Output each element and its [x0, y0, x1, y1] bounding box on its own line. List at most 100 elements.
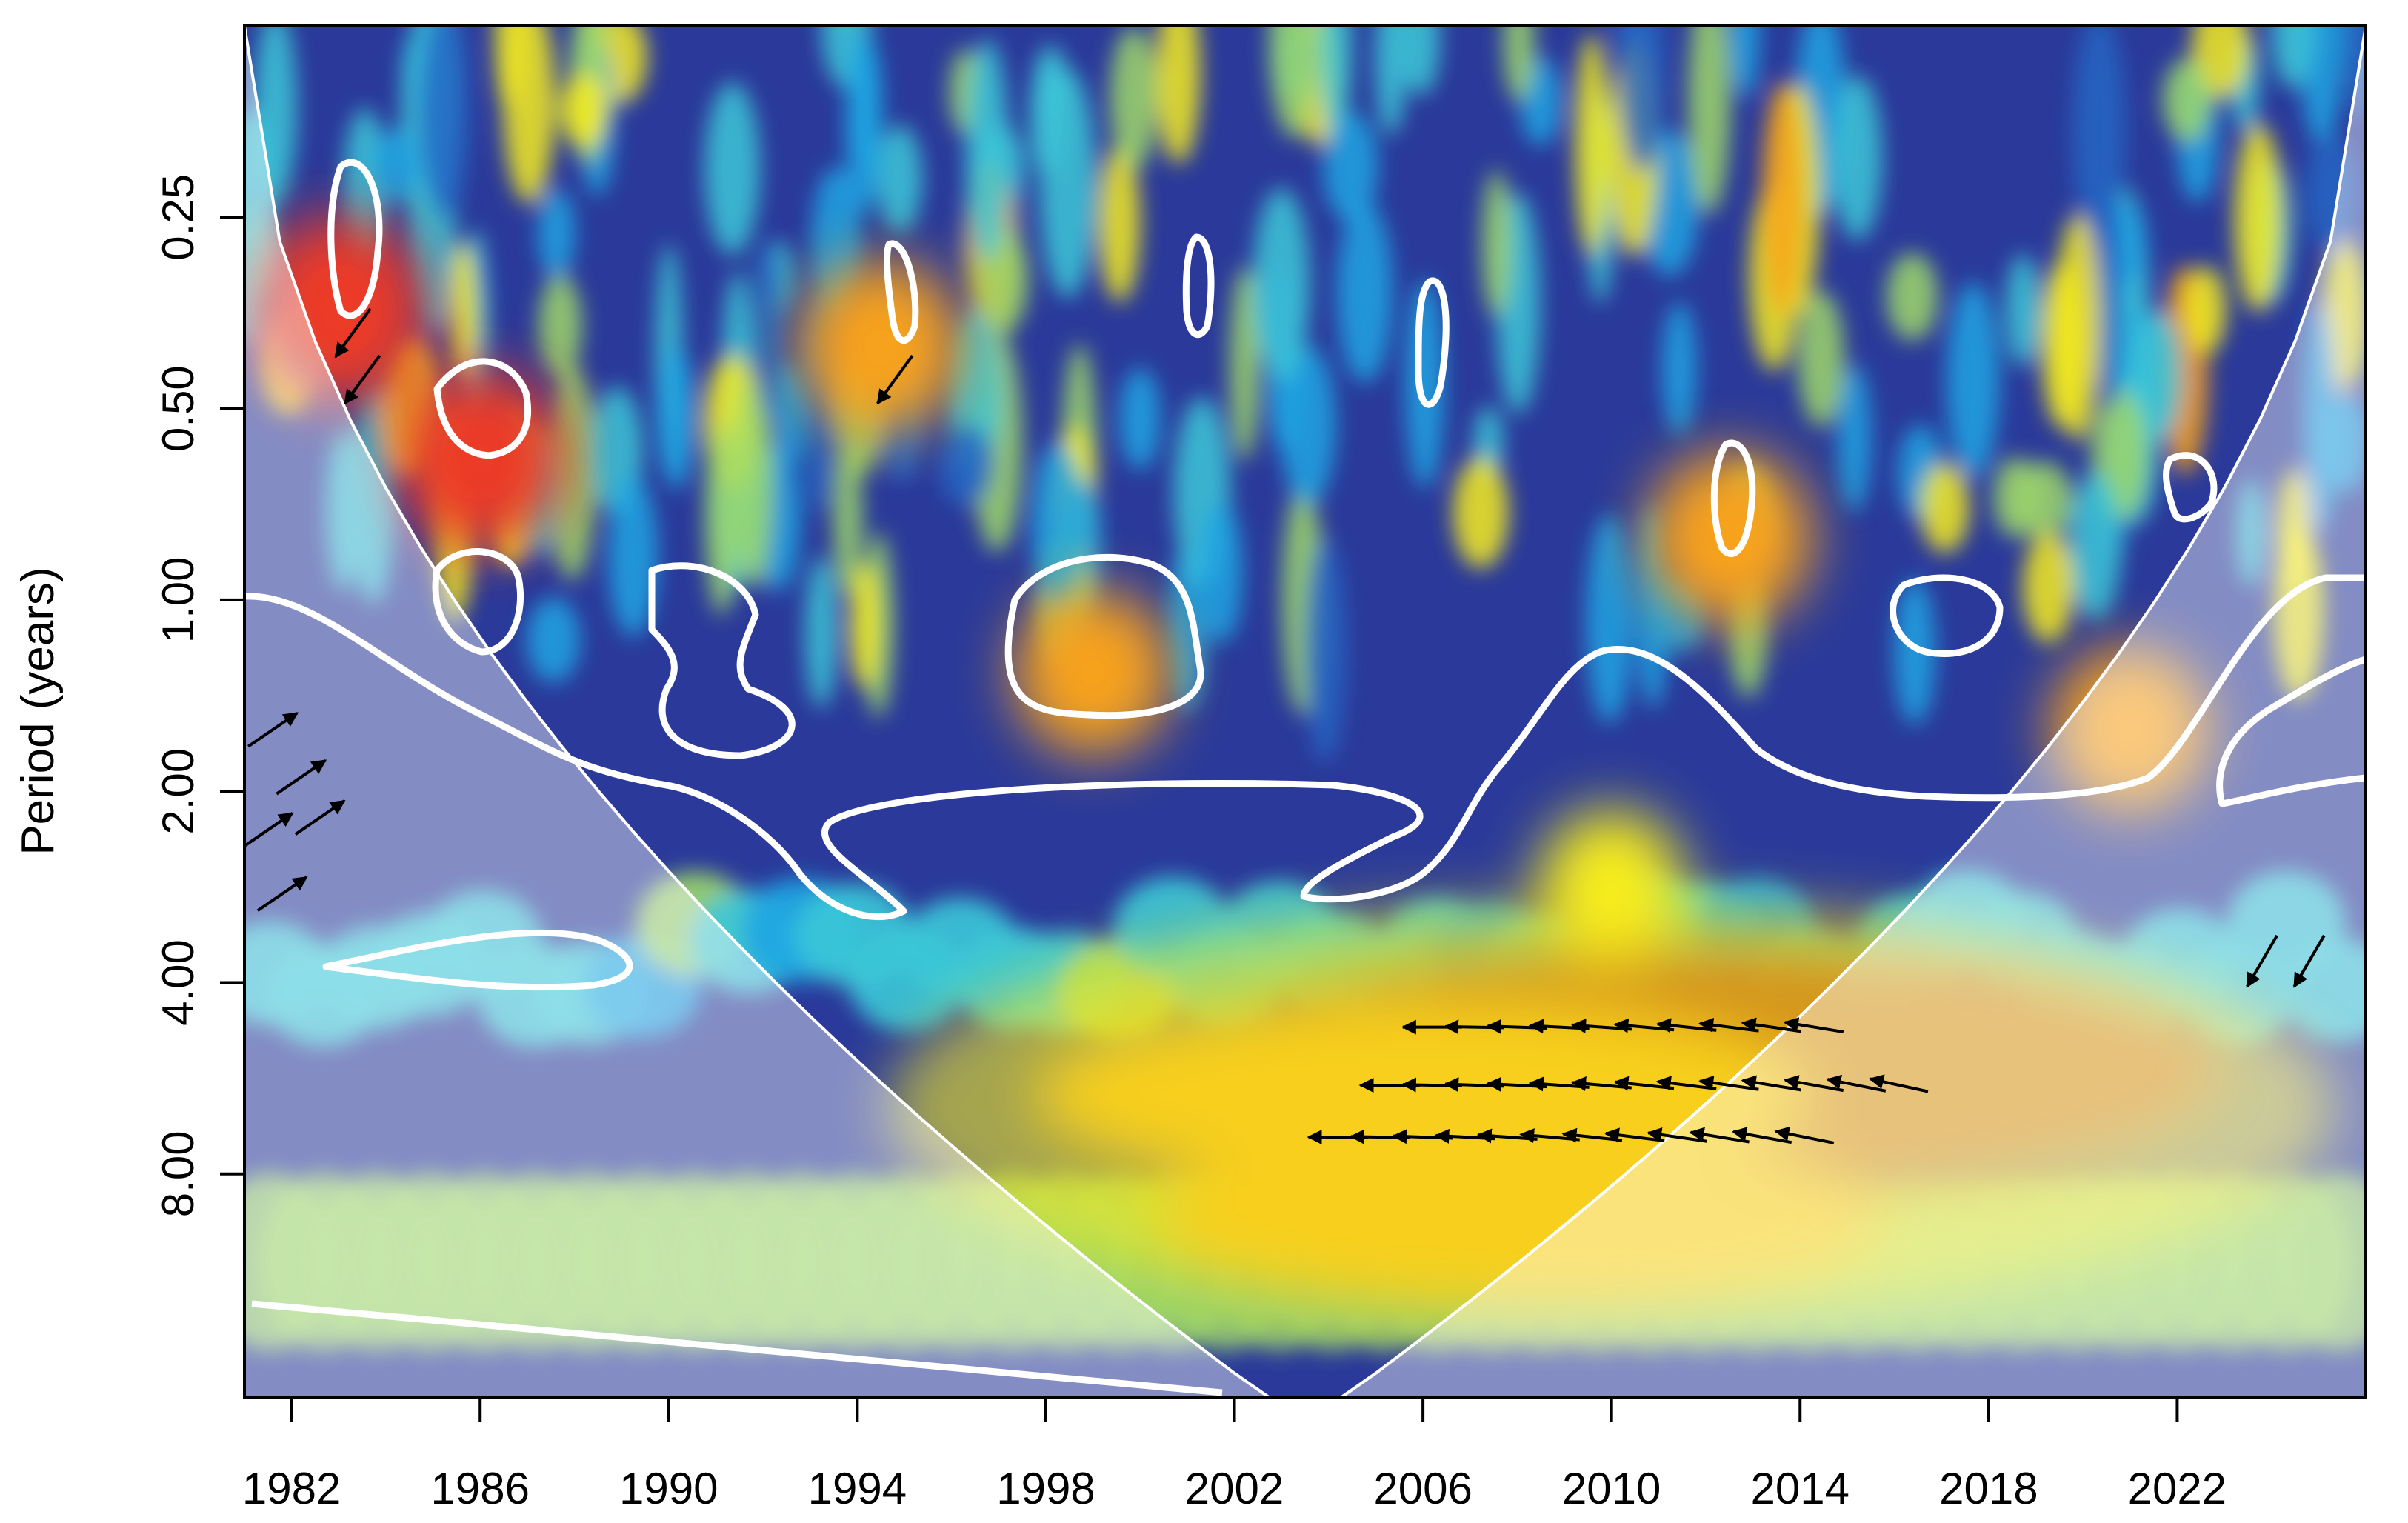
texture-mark — [849, 562, 879, 689]
contour-peak-3 — [1004, 553, 1204, 719]
texture-mark — [845, 35, 882, 214]
texture-mark — [1405, 279, 1445, 489]
texture-mark — [449, 242, 478, 382]
texture-mark — [733, 376, 774, 588]
texture-mark — [1729, 26, 1761, 99]
contour-right — [2216, 656, 2366, 807]
texture-mark — [373, 127, 418, 204]
y-tick-label: 2.00 — [153, 748, 203, 835]
contour-peak-4 — [648, 562, 796, 759]
texture-mark — [1031, 441, 1084, 610]
texture-mark — [1304, 537, 1346, 763]
hotspot — [1013, 589, 1173, 756]
hotspot — [2050, 646, 2210, 813]
texture-mark — [1336, 201, 1393, 384]
texture-mark — [1575, 33, 1610, 256]
texture-mark — [1761, 81, 1804, 316]
texture-mark — [965, 39, 1010, 261]
texture-mark — [2270, 26, 2315, 89]
phase-arrow — [256, 876, 308, 912]
texture-mark — [1947, 282, 2000, 479]
texture-mark — [2272, 1173, 2366, 1351]
x-axis: 1982 1986 1990 1994 1998 2002 2006 2010 2014 2018… — [242, 1396, 2227, 1513]
contour-peak-5 — [432, 548, 524, 656]
phase-arrows — [244, 307, 2326, 1145]
texture-mark — [658, 345, 696, 490]
texture-mark — [704, 421, 738, 616]
phase-arrow — [1826, 1074, 1887, 1093]
phase-arrow — [1868, 1074, 1929, 1093]
phase-arrow — [247, 711, 299, 748]
y-axis-title: Period (years) — [13, 567, 64, 855]
texture-mark — [418, 26, 470, 219]
texture-mark — [1798, 290, 1844, 427]
texture-mark — [2280, 938, 2366, 1042]
texture-mark — [2276, 468, 2311, 592]
texture-mark — [1110, 26, 1158, 171]
y-tick-label: 0.50 — [153, 365, 203, 452]
texture-mark — [1453, 456, 1509, 569]
texture-mark — [1687, 26, 1731, 215]
x-tick-label: 1998 — [996, 1464, 1095, 1513]
texture-mark — [833, 441, 863, 597]
contour-peak-7 — [1710, 439, 1756, 557]
texture-mark — [2005, 254, 2041, 367]
hotspot — [393, 367, 567, 551]
texture-mark — [877, 124, 923, 234]
texture-mark — [1481, 170, 1512, 318]
hotspot — [1646, 450, 1812, 626]
x-tick-label: 1994 — [808, 1464, 907, 1513]
texture-mark — [2302, 304, 2338, 534]
texture-mark — [1155, 26, 1201, 164]
texture-mark — [2236, 478, 2267, 587]
significance-contours — [244, 159, 2366, 1396]
x-tick-label: 1982 — [242, 1464, 341, 1513]
texture-mark — [2162, 58, 2212, 142]
texture-mark — [608, 475, 658, 637]
texture-mark — [2185, 266, 2227, 354]
plot-area — [244, 26, 2366, 1398]
texture-mark — [2054, 214, 2101, 441]
texture-mark — [775, 362, 803, 472]
phase-arrow — [2246, 934, 2278, 988]
texture-mark — [1199, 501, 1243, 644]
texture-mark — [2069, 471, 2121, 621]
phase-arrow — [343, 354, 381, 405]
cone-of-influence-shade — [244, 26, 2366, 1398]
x-tick-label: 2022 — [2128, 1464, 2227, 1513]
texture-mark — [1375, 26, 1407, 136]
x-tick-label: 2002 — [1185, 1464, 1284, 1513]
phase-arrow — [1774, 1126, 1835, 1144]
hotspot — [885, 900, 2338, 1316]
texture-mark — [1323, 111, 1378, 223]
texture-mark — [2093, 185, 2124, 410]
texture-mark — [938, 424, 994, 507]
x-tick-label: 1986 — [430, 1464, 529, 1513]
contour-peak-6 — [1890, 574, 2004, 657]
y-axis: 0.25 0.50 1.00 2.00 4.00 8.00 — [153, 174, 244, 1217]
contour-peak-9 — [2163, 452, 2218, 523]
phase-arrow — [876, 354, 914, 405]
texture-mark — [1119, 367, 1161, 470]
contour-peak-11 — [1182, 233, 1215, 338]
contour-peak-10 — [884, 240, 919, 344]
texture-mark — [1401, 26, 1441, 96]
texture-mark — [1503, 26, 1535, 102]
contour-band-2 — [322, 929, 633, 991]
texture-mark — [1029, 63, 1064, 177]
y-tick-label: 1.00 — [153, 557, 203, 644]
texture-mark — [494, 26, 522, 111]
texture-mark — [1269, 26, 1319, 139]
phase-arrow — [244, 812, 294, 848]
texture-mark — [1893, 579, 1936, 725]
texture-mark — [804, 556, 838, 709]
hotspot — [798, 259, 964, 435]
texture-mark — [755, 241, 786, 420]
texture-mark — [704, 81, 761, 256]
contour-long-period — [251, 1300, 1223, 1396]
texture-mark — [325, 428, 361, 592]
texture-mark — [1167, 547, 1207, 712]
texture-mark — [2234, 123, 2283, 313]
x-tick-label: 2014 — [1751, 1464, 1850, 1513]
contour-peak-2 — [327, 159, 383, 319]
